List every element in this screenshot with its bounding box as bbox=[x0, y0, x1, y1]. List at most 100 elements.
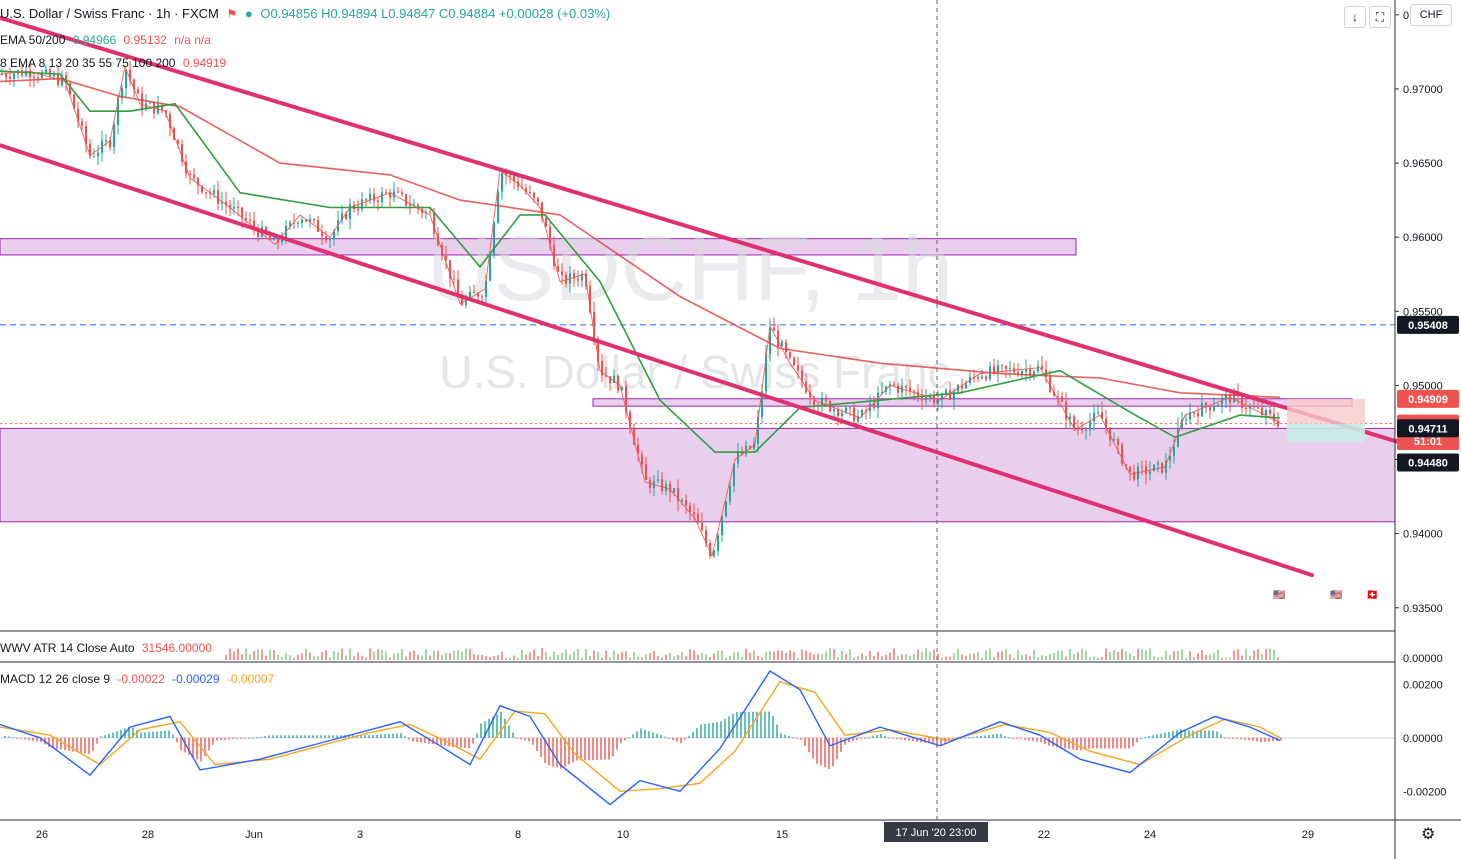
candle-body bbox=[269, 234, 271, 241]
macd-histogram-bar bbox=[832, 737, 834, 767]
atr-bar bbox=[569, 654, 571, 660]
atr-bar bbox=[1249, 655, 1251, 660]
atr-bar bbox=[825, 651, 827, 660]
macd-histogram-bar bbox=[564, 737, 566, 767]
atr-value: 31546.00000 bbox=[141, 641, 212, 655]
atr-bar bbox=[1077, 652, 1079, 660]
macd-value-3: -0.00007 bbox=[226, 672, 275, 686]
macd-histogram-bar bbox=[740, 711, 742, 738]
candle-body bbox=[281, 239, 283, 243]
fullscreen-icon[interactable]: ⛶ bbox=[1369, 6, 1391, 28]
atr-bar bbox=[265, 655, 267, 660]
macd-histogram-bar bbox=[1212, 730, 1214, 738]
currency-button[interactable]: CHF bbox=[1410, 4, 1452, 26]
macd-histogram-bar bbox=[404, 736, 406, 738]
macd-histogram-bar bbox=[216, 737, 218, 741]
macd-histogram-bar bbox=[580, 737, 582, 761]
atr-bar bbox=[1273, 649, 1275, 660]
atr-bar bbox=[353, 656, 355, 660]
candle-body bbox=[85, 125, 87, 144]
macd-histogram-bar bbox=[496, 714, 498, 738]
take-profit-zone bbox=[1287, 423, 1365, 443]
macd-histogram-bar bbox=[104, 735, 106, 738]
macd-histogram-bar bbox=[68, 737, 70, 751]
atr-bar bbox=[865, 655, 867, 660]
candle-body bbox=[1157, 462, 1159, 465]
macd-histogram-bar bbox=[464, 737, 466, 748]
macd-histogram-bar bbox=[980, 735, 982, 738]
macd-histogram-bar bbox=[1048, 737, 1050, 746]
macd-histogram-bar bbox=[292, 735, 294, 738]
macd-histogram-bar bbox=[696, 728, 698, 738]
price-label-box bbox=[1397, 419, 1459, 438]
macd-legend[interactable]: MACD 12 26 close 9 -0.00022 -0.00029 -0.… bbox=[0, 672, 278, 686]
us-flag-event-icon[interactable]: 🇺🇸 bbox=[1273, 590, 1286, 601]
crosshair-time-box bbox=[884, 822, 988, 842]
atr-bar bbox=[393, 653, 395, 660]
macd-histogram-bar bbox=[8, 736, 10, 738]
atr-bar bbox=[905, 653, 907, 660]
candle-body bbox=[413, 204, 415, 206]
atr-volume-bars bbox=[225, 648, 1279, 660]
ema-multi-legend[interactable]: 8 EMA 8 13 20 35 55 75 100 200 0.94919 bbox=[0, 56, 230, 70]
macd-histogram-bar bbox=[1032, 737, 1034, 742]
atr-bar bbox=[361, 656, 363, 660]
macd-histogram-bar bbox=[1080, 737, 1082, 751]
candle-body bbox=[605, 375, 607, 377]
candle-body bbox=[849, 407, 851, 409]
macd-histogram-bar bbox=[128, 727, 130, 738]
atr-bar bbox=[697, 654, 699, 660]
candle-body bbox=[433, 212, 435, 234]
macd-histogram-bar bbox=[32, 737, 34, 741]
candle-body bbox=[321, 231, 323, 237]
macd-histogram-bar bbox=[1028, 737, 1030, 741]
atr-bar bbox=[1097, 657, 1099, 660]
macd-histogram-bar bbox=[232, 737, 234, 740]
macd-histogram-bar bbox=[348, 735, 350, 738]
atr-bar bbox=[549, 656, 551, 660]
atr-bar bbox=[1013, 657, 1015, 660]
scroll-down-icon[interactable]: ↓ bbox=[1344, 6, 1366, 28]
atr-bar bbox=[477, 654, 479, 660]
candle-body bbox=[533, 192, 535, 198]
ch-flag-event-icon[interactable]: 🇨🇭 bbox=[1366, 590, 1379, 601]
atr-bar bbox=[809, 652, 811, 660]
atr-bar bbox=[1153, 656, 1155, 660]
macd-histogram-bar bbox=[1156, 734, 1158, 738]
atr-bar bbox=[1117, 651, 1119, 660]
atr-bar bbox=[349, 648, 351, 660]
flag-icon[interactable]: ⚑ bbox=[226, 7, 238, 21]
macd-histogram-bar bbox=[948, 737, 950, 741]
candle-body bbox=[1197, 413, 1199, 417]
macd-histogram-bar bbox=[1224, 737, 1226, 739]
atr-bar bbox=[1165, 651, 1167, 660]
atr-bar bbox=[373, 651, 375, 660]
settings-gear-icon[interactable]: ⚙ bbox=[1421, 826, 1436, 843]
atr-legend[interactable]: WWV ATR 14 Close Auto 31546.00000 bbox=[0, 641, 216, 655]
macd-histogram-bar bbox=[600, 737, 602, 760]
candle-body bbox=[853, 407, 855, 422]
us-flag-event-icon-2[interactable]: 🇺🇸 bbox=[1330, 590, 1343, 601]
atr-bar bbox=[845, 653, 847, 660]
macd-histogram-bar bbox=[620, 737, 622, 744]
candle-body bbox=[53, 74, 55, 77]
candle-body bbox=[225, 201, 227, 206]
atr-bar bbox=[1085, 650, 1087, 660]
macd-histogram-bar bbox=[12, 737, 14, 739]
atr-bar bbox=[725, 657, 727, 660]
candle-body bbox=[685, 499, 687, 506]
atr-bar bbox=[1021, 654, 1023, 660]
macd-histogram-bar bbox=[452, 737, 454, 747]
candle-body bbox=[453, 278, 455, 280]
macd-histogram-bar bbox=[1116, 737, 1118, 749]
atr-bar bbox=[717, 650, 719, 660]
macd-histogram-bar bbox=[712, 722, 714, 738]
candle-body bbox=[477, 293, 479, 297]
macd-histogram-bar bbox=[624, 737, 626, 741]
ema-legend[interactable]: EMA 50/200 0.94966 0.95132 n/a n/a bbox=[0, 33, 215, 47]
atr-bar bbox=[481, 655, 483, 660]
candle-body bbox=[561, 271, 563, 275]
macd-histogram-bar bbox=[440, 737, 442, 746]
candle-body bbox=[1261, 407, 1263, 415]
